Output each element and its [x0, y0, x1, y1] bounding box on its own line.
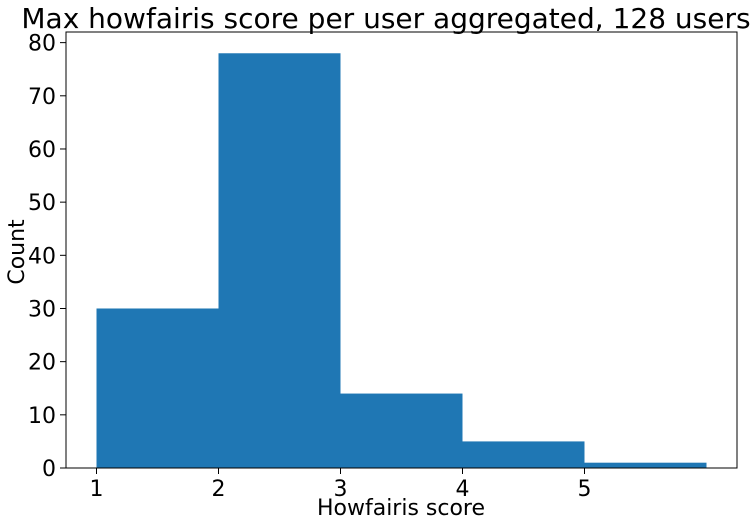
plot-frame [65, 31, 738, 469]
histogram-bar [584, 462, 707, 468]
y-tick-label: 10 [28, 404, 56, 429]
y-tick-label: 20 [28, 351, 56, 376]
y-tick-label: 70 [28, 85, 56, 110]
histogram-bar [218, 53, 341, 469]
x-tick-label: 2 [212, 477, 226, 502]
histogram-bar [340, 393, 463, 468]
x-tick-label: 4 [456, 477, 470, 502]
histogram-bar [462, 441, 585, 468]
x-tick-label: 5 [578, 477, 592, 502]
y-axis-label: Count [5, 219, 30, 285]
histogram-bar [96, 308, 219, 468]
x-axis-ticks: 1 2 3 4 5 [90, 468, 592, 502]
x-tick-label: 3 [334, 477, 348, 502]
y-axis-ticks: 0 10 20 30 40 50 60 70 80 [28, 32, 66, 482]
y-tick-label: 0 [42, 457, 56, 482]
y-tick-label: 50 [28, 191, 56, 216]
bars-group [96, 53, 707, 469]
y-tick-label: 60 [28, 138, 56, 163]
x-tick-label: 1 [90, 477, 104, 502]
y-tick-label: 80 [28, 32, 56, 57]
y-tick-label: 40 [28, 244, 56, 269]
x-axis-label: Howfairis score [317, 496, 485, 521]
chart-title: Max howfairis score per user aggregated,… [21, 2, 750, 35]
y-tick-label: 30 [28, 297, 56, 322]
